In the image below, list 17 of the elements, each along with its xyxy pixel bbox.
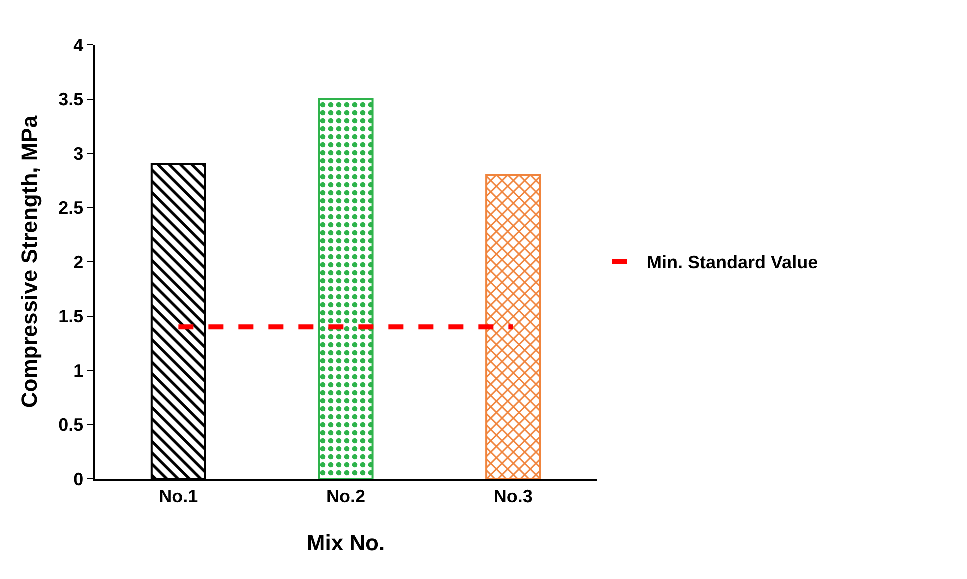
y-tick-label: 0 bbox=[74, 469, 84, 490]
y-tick-label: 1.5 bbox=[58, 306, 84, 327]
bar bbox=[486, 174, 542, 479]
y-tick-label: 2.5 bbox=[58, 198, 84, 218]
y-tick-label: 4 bbox=[74, 35, 84, 56]
x-tick-label: No.3 bbox=[494, 486, 533, 506]
y-tick-label: 1 bbox=[74, 360, 84, 381]
y-tick-label: 2 bbox=[74, 252, 84, 272]
bar bbox=[318, 98, 374, 479]
x-tick-label: No.2 bbox=[326, 486, 366, 506]
y-tick-label: 3 bbox=[74, 144, 84, 164]
y-tick-label: 3.5 bbox=[58, 90, 84, 110]
y-axis-title: Compressive Strength, MPa bbox=[16, 115, 42, 408]
y-tick-label: 0.5 bbox=[58, 415, 84, 436]
x-tick-label: No.1 bbox=[159, 486, 198, 506]
x-axis-title: Mix No. bbox=[306, 530, 386, 556]
legend-label: Min. Standard Value bbox=[647, 252, 818, 273]
